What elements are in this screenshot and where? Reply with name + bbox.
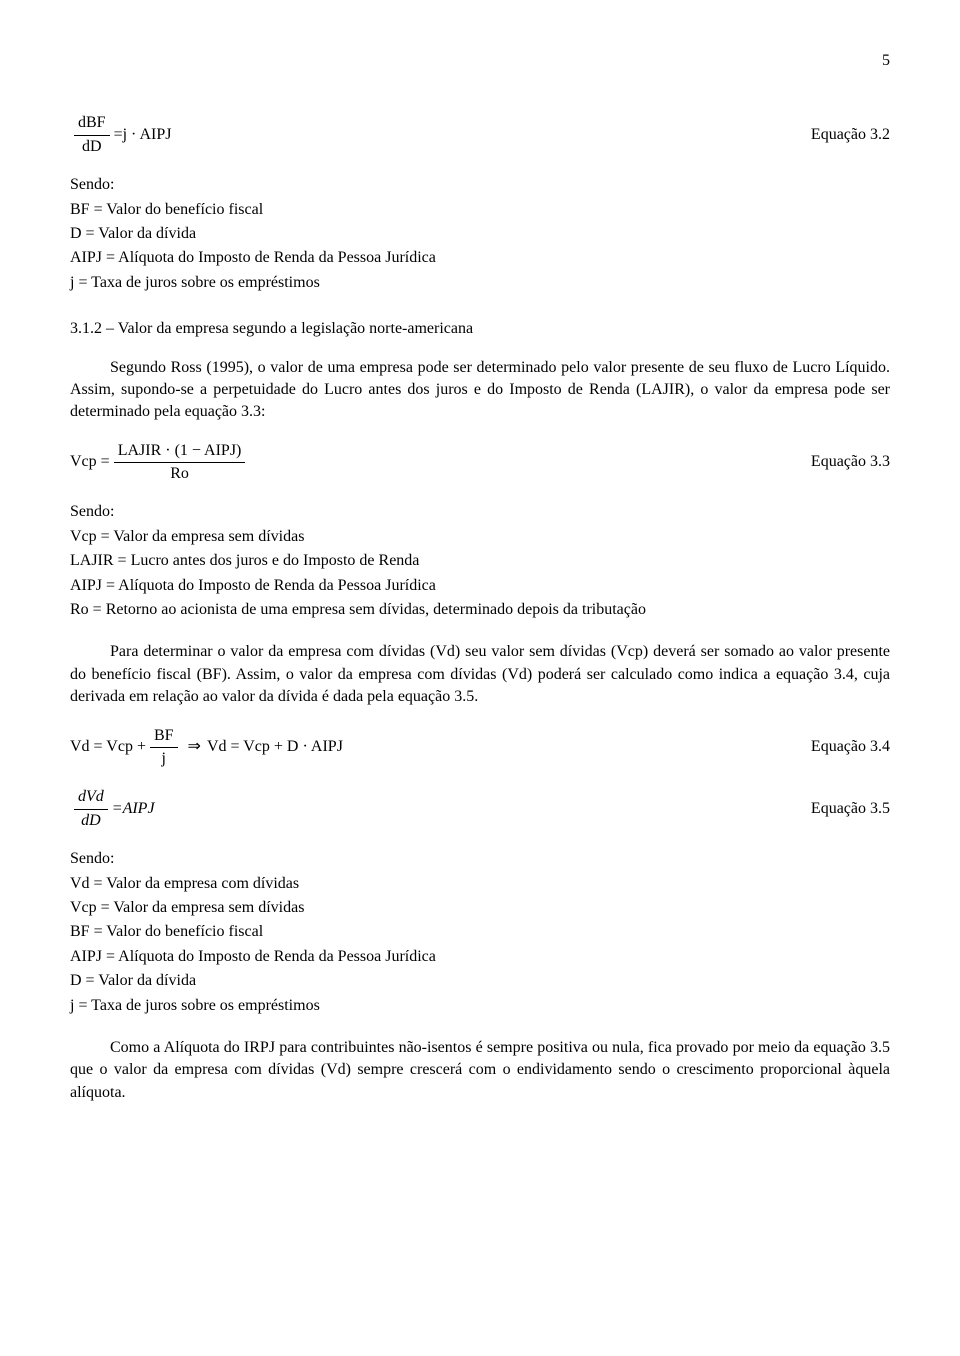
def-1-line-1: BF = Valor do benefício fiscal xyxy=(70,199,890,221)
eq-3-5-eqsign: = xyxy=(112,798,123,820)
eq-3-3-lhs: Vcp = xyxy=(70,451,110,473)
eq-3-4-den: j xyxy=(158,748,170,770)
def-1-line-3: AIPJ = Alíquota do Imposto de Renda da P… xyxy=(70,247,890,269)
def-3-line-5: D = Valor da dívida xyxy=(70,970,890,992)
section-heading-3-1-2: 3.1.2 – Valor da empresa segundo a legis… xyxy=(70,318,890,340)
eq-3-5-den: dD xyxy=(77,810,105,832)
equation-3-5: dVd dD = AIPJ Equação 3.5 xyxy=(70,786,890,832)
equation-3-2: dBF dD = j · AIPJ Equação 3.2 xyxy=(70,112,890,158)
paragraph-3: Como a Alíquota do IRPJ para contribuint… xyxy=(70,1037,890,1104)
page-number: 5 xyxy=(70,50,890,72)
def-1-line-2: D = Valor da dívida xyxy=(70,223,890,245)
eq-3-5-num: dVd xyxy=(74,786,108,809)
eq-3-4-arrow: ⇒ xyxy=(188,736,201,758)
def-3-line-3: BF = Valor do benefício fiscal xyxy=(70,921,890,943)
def-3-sendo: Sendo: xyxy=(70,848,890,870)
eq-3-2-den: dD xyxy=(78,136,106,158)
paragraph-2: Para determinar o valor da empresa com d… xyxy=(70,641,890,708)
eq-3-3-den: Ro xyxy=(166,463,193,485)
def-2-line-4: Ro = Retorno ao acionista de uma empresa… xyxy=(70,599,890,621)
def-3-line-4: AIPJ = Alíquota do Imposto de Renda da P… xyxy=(70,946,890,968)
eq-3-4-rhs: Vd = Vcp + D · AIPJ xyxy=(207,736,343,758)
equation-3-5-label: Equação 3.5 xyxy=(811,798,890,820)
def-2-line-3: AIPJ = Alíquota do Imposto de Renda da P… xyxy=(70,575,890,597)
paragraph-1: Segundo Ross (1995), o valor de uma empr… xyxy=(70,357,890,424)
equation-3-3-label: Equação 3.3 xyxy=(811,451,890,473)
equation-3-4: Vd = Vcp + BF j ⇒ Vd = Vcp + D · AIPJ Eq… xyxy=(70,725,890,771)
definition-list-1: Sendo: BF = Valor do benefício fiscal D … xyxy=(70,174,890,294)
def-1-sendo: Sendo: xyxy=(70,174,890,196)
equation-3-3: Vcp = LAJIR · (1 − AIPJ) Ro Equação 3.3 xyxy=(70,440,890,486)
definition-list-3: Sendo: Vd = Valor da empresa com dívidas… xyxy=(70,848,890,1017)
equation-3-3-formula: Vcp = LAJIR · (1 − AIPJ) Ro xyxy=(70,440,249,486)
equation-3-4-label: Equação 3.4 xyxy=(811,736,890,758)
def-2-line-2: LAJIR = Lucro antes dos juros e do Impos… xyxy=(70,550,890,572)
eq-3-2-num: dBF xyxy=(74,112,110,135)
eq-3-5-rhs: AIPJ xyxy=(123,798,155,820)
def-3-line-1: Vd = Valor da empresa com dívidas xyxy=(70,873,890,895)
eq-3-2-rhs: j · AIPJ xyxy=(123,124,172,146)
eq-3-2-eqsign: = xyxy=(114,124,123,146)
equation-3-4-formula: Vd = Vcp + BF j ⇒ Vd = Vcp + D · AIPJ xyxy=(70,725,343,771)
def-2-line-1: Vcp = Valor da empresa sem dívidas xyxy=(70,526,890,548)
equation-3-5-formula: dVd dD = AIPJ xyxy=(70,786,155,832)
def-2-sendo: Sendo: xyxy=(70,501,890,523)
def-1-line-4: j = Taxa de juros sobre os empréstimos xyxy=(70,272,890,294)
def-3-line-6: j = Taxa de juros sobre os empréstimos xyxy=(70,995,890,1017)
eq-3-3-num: LAJIR · (1 − AIPJ) xyxy=(114,440,246,463)
eq-3-4-lhs: Vd = Vcp + xyxy=(70,736,146,758)
equation-3-2-label: Equação 3.2 xyxy=(811,124,890,146)
equation-3-2-formula: dBF dD = j · AIPJ xyxy=(70,112,172,158)
def-3-line-2: Vcp = Valor da empresa sem dívidas xyxy=(70,897,890,919)
definition-list-2: Sendo: Vcp = Valor da empresa sem dívida… xyxy=(70,501,890,621)
eq-3-4-num: BF xyxy=(150,725,178,748)
